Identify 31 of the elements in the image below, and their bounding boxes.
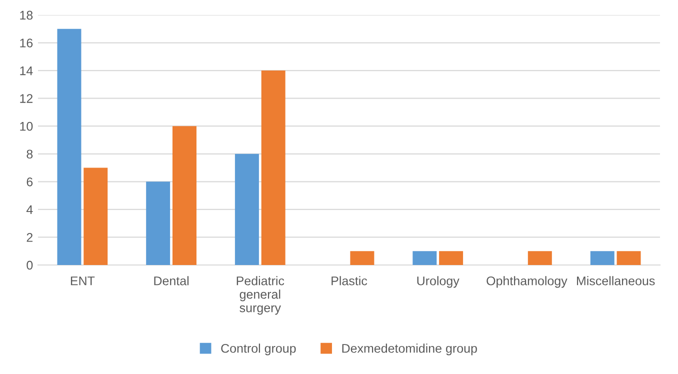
bar <box>528 251 552 265</box>
x-tick-label: ENT <box>70 276 95 286</box>
x-tick-label: Urology <box>417 276 460 288</box>
x-tick-label: Plastic <box>332 276 368 286</box>
bar <box>172 126 196 265</box>
y-tick-label: 8 <box>26 150 33 159</box>
bar <box>350 251 374 265</box>
bar <box>412 251 437 265</box>
bar <box>234 154 259 265</box>
y-tick-label: 16 <box>20 38 33 48</box>
y-tick-label: 0 <box>26 260 33 270</box>
legend-label: Dexmedetomidine group <box>342 344 477 356</box>
bar <box>146 182 170 265</box>
x-tick-label: Ophthamology <box>486 276 568 288</box>
bar <box>261 70 286 265</box>
x-tick-label: Miscellaneous <box>576 276 655 286</box>
y-tick-label: 6 <box>26 177 33 186</box>
x-tick-label: Dental <box>154 276 189 286</box>
y-tick-label: 18 <box>20 10 33 20</box>
bar <box>84 168 108 265</box>
bar <box>590 251 614 265</box>
y-tick-label: 4 <box>26 205 33 214</box>
bar <box>616 251 641 265</box>
y-tick-label: 12 <box>20 94 33 103</box>
y-tick-label: 14 <box>20 66 33 76</box>
y-tick-label: 2 <box>26 233 33 242</box>
bar <box>57 28 82 265</box>
y-tick-label: 10 <box>20 122 33 131</box>
x-tick-label: Pediatric general surgery <box>236 276 284 315</box>
bar <box>439 251 464 265</box>
legend-label: Control group <box>221 344 296 356</box>
